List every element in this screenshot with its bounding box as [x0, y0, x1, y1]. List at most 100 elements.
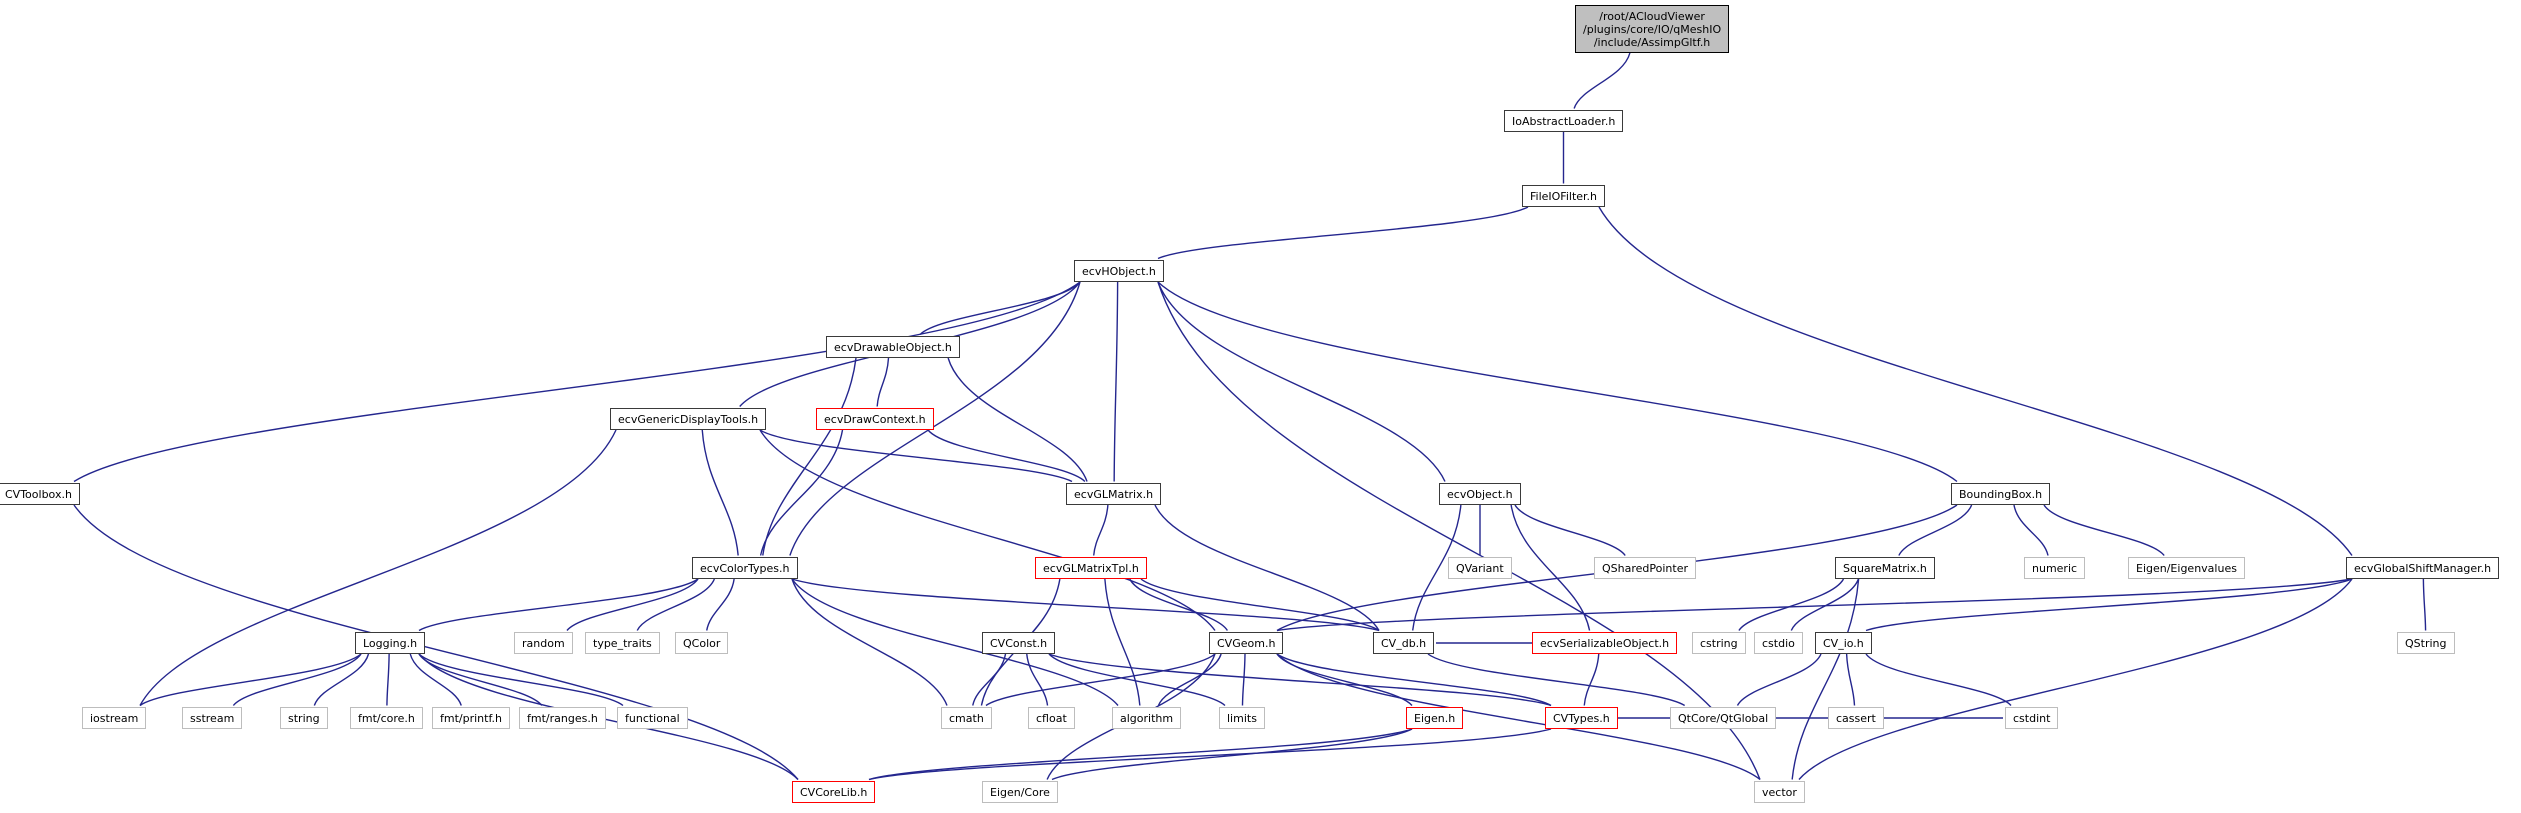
edge-ecvglobalshiftmanager-cvgeom	[1276, 578, 2353, 632]
edge-ecvcolortypes-typetraits	[636, 578, 716, 631]
node-qvariant: QVariant	[1448, 557, 1512, 579]
node-eigenh[interactable]: Eigen.h	[1406, 707, 1464, 729]
node-ecvcolortypes[interactable]: ecvColorTypes.h	[692, 557, 798, 579]
edge-ecvcolortypes-cvdb	[791, 578, 1380, 632]
edge-ecvcolortypes-logging	[418, 578, 699, 632]
edge-ecvdrawableobject-ecvdrawcontext	[876, 357, 890, 407]
edge-cvconst-cvtypes	[1048, 653, 1552, 707]
node-cfloat: cfloat	[1028, 707, 1075, 729]
node-boundingbox[interactable]: BoundingBox.h	[1951, 483, 2051, 505]
edge-logging-fmtranges	[418, 653, 543, 706]
node-cvgeom[interactable]: CVGeom.h	[1209, 632, 1284, 654]
node-squarematrix[interactable]: SquareMatrix.h	[1835, 557, 1935, 579]
node-ecvdrawableobject[interactable]: ecvDrawableObject.h	[826, 336, 960, 358]
node-iostream: iostream	[82, 707, 147, 729]
edge-cvconst-cfloat	[1026, 653, 1049, 706]
node-algorithm: algorithm	[1112, 707, 1182, 729]
node-cvtypes[interactable]: CVTypes.h	[1545, 707, 1618, 729]
edge-ecvhobject-boundingbox	[1157, 281, 1958, 483]
node-ecvglobalshiftmanager[interactable]: ecvGlobalShiftManager.h	[2346, 557, 2500, 579]
node-ecvserializableobject[interactable]: ecvSerializableObject.h	[1532, 632, 1678, 654]
edge-ecvserializableobject-cvtypes	[1583, 653, 1600, 706]
edge-boundingbox-eigeneigenvalues	[2043, 504, 2165, 556]
edge-fileiofilter-ecvglobalshiftmanager	[1598, 206, 2353, 556]
edge-cvgeom-cvtypes	[1276, 653, 1552, 707]
node-cvio[interactable]: CV_io.h	[1815, 632, 1872, 654]
edge-logging-functional	[418, 653, 624, 707]
node-ecvgenericdisplaytools[interactable]: ecvGenericDisplayTools.h	[610, 408, 767, 430]
edge-fileiofilter-ecvhobject	[1157, 206, 1529, 260]
node-ecvglmatrixtpl[interactable]: ecvGLMatrixTpl.h	[1035, 557, 1147, 579]
edge-ecvglmatrixtpl-cvgeom	[1129, 578, 1228, 631]
node-string: string	[280, 707, 328, 729]
node-ecvobject[interactable]: ecvObject.h	[1439, 483, 1521, 505]
edge-logging-iostream	[139, 653, 362, 707]
node-qstring: QString	[2397, 632, 2455, 654]
node-qsharedpointer: QSharedPointer	[1594, 557, 1696, 579]
node-cvtoolbox[interactable]: CVToolbox.h	[0, 483, 80, 505]
edge-ecvgenericdisplaytools-ecvglmatrix	[759, 429, 1073, 483]
edge-cvgeom-algorithm	[1157, 653, 1222, 706]
node-cvcorelib[interactable]: CVCoreLib.h	[792, 781, 876, 803]
edge-ecvhobject-ecvdrawableobject	[919, 281, 1081, 336]
edge-cvgeom-limits	[1241, 653, 1246, 706]
edge-eigenh-cvcorelib	[868, 728, 1413, 781]
edge-ecvcolortypes-algorithm	[791, 578, 1119, 706]
node-cstring: cstring	[1692, 632, 1746, 654]
edge-ecvglmatrixtpl-algorithm	[1104, 578, 1141, 706]
edge-ecvhobject-vector	[1157, 281, 1761, 780]
node-numeric: numeric	[2024, 557, 2086, 579]
edge-cvio-qtcoreqtglobal	[1736, 653, 1822, 706]
node-qcolor: QColor	[675, 632, 729, 654]
node-cvdb[interactable]: CV_db.h	[1373, 632, 1435, 654]
node-ecvhobject[interactable]: ecvHObject.h	[1074, 260, 1164, 282]
edge-cvconst-cmath	[972, 653, 1007, 706]
edge-cvdb-qtcoreqtglobal	[1427, 653, 1686, 707]
node-qtcoreqtglobal: QtCore/QtGlobal	[1670, 707, 1777, 729]
edge-ecvglobalshiftmanager-vector	[1798, 578, 2353, 780]
edge-ecvdrawableobject-ecvglmatrix	[947, 357, 1088, 482]
node-cvconst[interactable]: CVConst.h	[982, 632, 1056, 654]
node-ioabstractloader[interactable]: IoAbstractLoader.h	[1504, 110, 1624, 132]
node-limits: limits	[1219, 707, 1265, 729]
node-cstdint: cstdint	[2005, 707, 2059, 729]
edge-ecvglmatrix-cvdb	[1154, 504, 1380, 631]
edge-boundingbox-numeric	[2013, 504, 2049, 556]
node-fileiofilter[interactable]: FileIOFilter.h	[1522, 185, 1606, 207]
edge-ecvcolortypes-qcolor	[706, 578, 735, 631]
node-ecvglmatrix[interactable]: ecvGLMatrix.h	[1066, 483, 1162, 505]
edge-squarematrix-vector	[1791, 578, 1860, 780]
node-ecvdrawcontext[interactable]: ecvDrawContext.h	[816, 408, 934, 430]
node-random: random	[514, 632, 573, 654]
node-root[interactable]: /root/ACloudViewer /plugins/core/IO/qMes…	[1575, 5, 1730, 53]
node-functional: functional	[617, 707, 688, 729]
node-cstdio: cstdio	[1754, 632, 1803, 654]
edge-boundingbox-squarematrix	[1898, 504, 1973, 556]
edge-ecvgenericdisplaytools-iostream	[139, 429, 617, 706]
edge-logging-fmtprintf	[409, 653, 462, 706]
edge-cvconst-limits	[1048, 653, 1226, 707]
node-typetraits: type_traits	[585, 632, 660, 654]
edge-eigenh-eigencore	[1051, 728, 1413, 781]
edge-ecvhobject-cvtoolbox	[73, 281, 1081, 483]
node-fmtcore: fmt/core.h	[350, 707, 423, 729]
edge-ecvobject-cvdb	[1411, 504, 1462, 631]
edge-logging-sstream	[232, 653, 362, 706]
edge-ecvdrawcontext-ecvglmatrix	[927, 429, 1086, 483]
edge-ecvobject-qsharedpointer	[1514, 504, 1626, 556]
edge-ecvhobject-ecvobject	[1157, 281, 1446, 482]
edge-cvio-cstdint	[1865, 653, 2012, 706]
edge-cvgeom-vector	[1276, 653, 1761, 781]
edge-ecvhobject-ecvglmatrix	[1113, 281, 1119, 482]
node-logging[interactable]: Logging.h	[355, 632, 426, 654]
node-cmath: cmath	[941, 707, 992, 729]
edge-ecvglobalshiftmanager-qstring	[2422, 578, 2427, 631]
edge-ecvgenericdisplaytools-cvgeom	[759, 429, 1216, 631]
edge-ecvdrawcontext-ecvcolortypes	[759, 429, 844, 556]
edge-ecvglmatrix-ecvglmatrixtpl	[1093, 504, 1109, 556]
edge-ecvgenericdisplaytools-ecvcolortypes	[701, 429, 739, 556]
edge-logging-string	[313, 653, 370, 706]
edge-ecvglobalshiftmanager-cvio	[1865, 578, 2353, 632]
